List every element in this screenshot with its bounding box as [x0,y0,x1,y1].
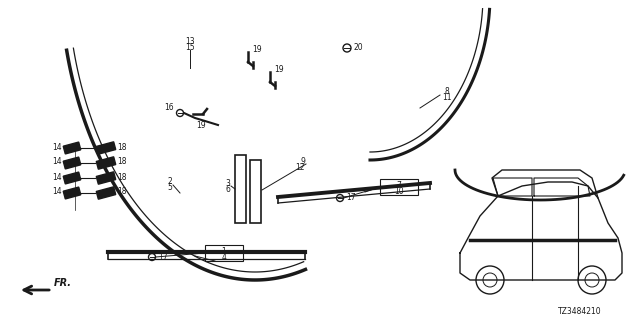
Text: 20: 20 [354,43,364,52]
Text: 8: 8 [445,87,449,97]
Text: 14: 14 [52,157,62,166]
Text: 11: 11 [442,93,452,102]
Text: 18: 18 [117,142,127,151]
Text: 1: 1 [221,246,227,255]
Text: 2: 2 [168,178,172,187]
Text: 18: 18 [117,188,127,196]
Text: 4: 4 [221,252,227,261]
Text: 17: 17 [158,252,168,261]
Text: TZ3484210: TZ3484210 [558,308,602,316]
Text: 14: 14 [52,172,62,181]
Text: 14: 14 [52,188,62,196]
Polygon shape [63,172,81,184]
Text: 18: 18 [117,157,127,166]
Text: 10: 10 [394,187,404,196]
Text: 18: 18 [117,172,127,181]
Polygon shape [63,142,81,154]
Text: 14: 14 [52,142,62,151]
Polygon shape [63,187,81,199]
Text: 9: 9 [300,156,305,165]
Bar [380,179,418,195]
Polygon shape [96,172,116,184]
Polygon shape [96,187,116,199]
Text: 7: 7 [397,180,401,189]
Polygon shape [63,157,81,169]
Bar [235,155,246,223]
Text: 13: 13 [185,36,195,45]
Text: 16: 16 [164,103,174,113]
Text: 3: 3 [225,179,230,188]
Text: 19: 19 [274,66,284,75]
Text: FR.: FR. [54,278,72,288]
Text: 6: 6 [225,185,230,194]
Polygon shape [96,157,116,169]
Bar [205,245,243,261]
Bar [250,160,261,223]
Text: 15: 15 [185,43,195,52]
Text: 12: 12 [296,163,305,172]
Text: 5: 5 [168,183,172,193]
Text: 17: 17 [346,194,356,203]
Text: 19: 19 [196,121,205,130]
Text: 19: 19 [252,45,262,54]
Polygon shape [96,142,116,154]
